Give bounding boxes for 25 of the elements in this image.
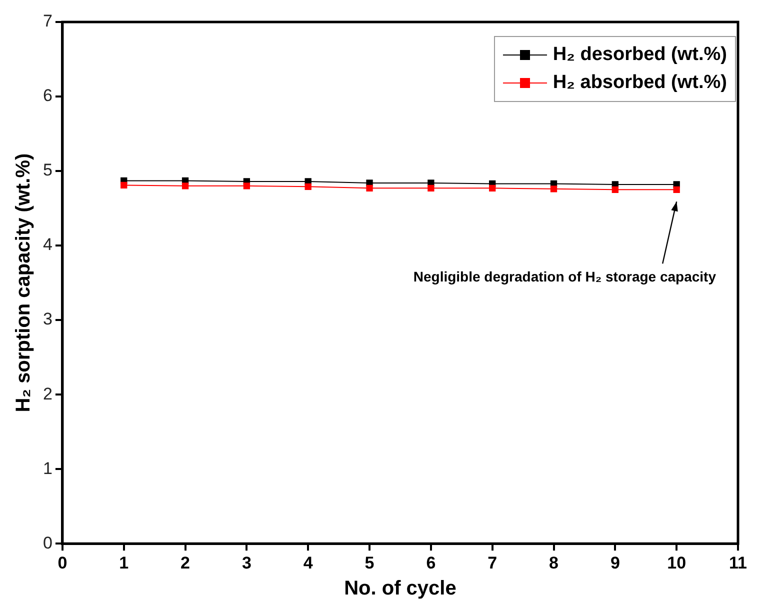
x-tick-label: 4 [303,553,314,572]
y-tick-label: 4 [42,235,52,254]
x-tick-label: 2 [180,553,190,572]
x-tick-label: 9 [610,553,620,572]
x-tick-label: 7 [488,553,498,572]
y-tick-label: 5 [42,160,52,180]
x-tick-label: 1 [119,553,129,572]
x-tick-label: 5 [364,553,374,572]
y-tick-label: 3 [42,310,52,329]
y-axis-title: H₂ sorption capacity (wt.%) [12,153,35,412]
x-tick-label: 3 [242,553,252,572]
y-tick-label: 0 [42,533,52,552]
y-tick-label: 7 [42,12,52,31]
y-tick-label: 6 [42,86,52,106]
x-axis-title: No. of cycle [344,578,456,600]
x-tick-label: 11 [729,553,747,572]
x-tick-label: 8 [549,553,558,572]
y-tick-label: 2 [42,384,52,404]
x-tick-label: 0 [58,553,68,572]
x-tick-label: 6 [426,553,436,572]
legend-label: H₂ absorbed (wt.%) [552,71,727,95]
y-tick-label: 1 [42,458,52,478]
x-tick-label: 10 [667,553,686,572]
legend-label: H₂ desorbed (wt.%) [552,43,727,67]
annotation: Negligible degradation of H₂ storage capacity [413,268,716,285]
